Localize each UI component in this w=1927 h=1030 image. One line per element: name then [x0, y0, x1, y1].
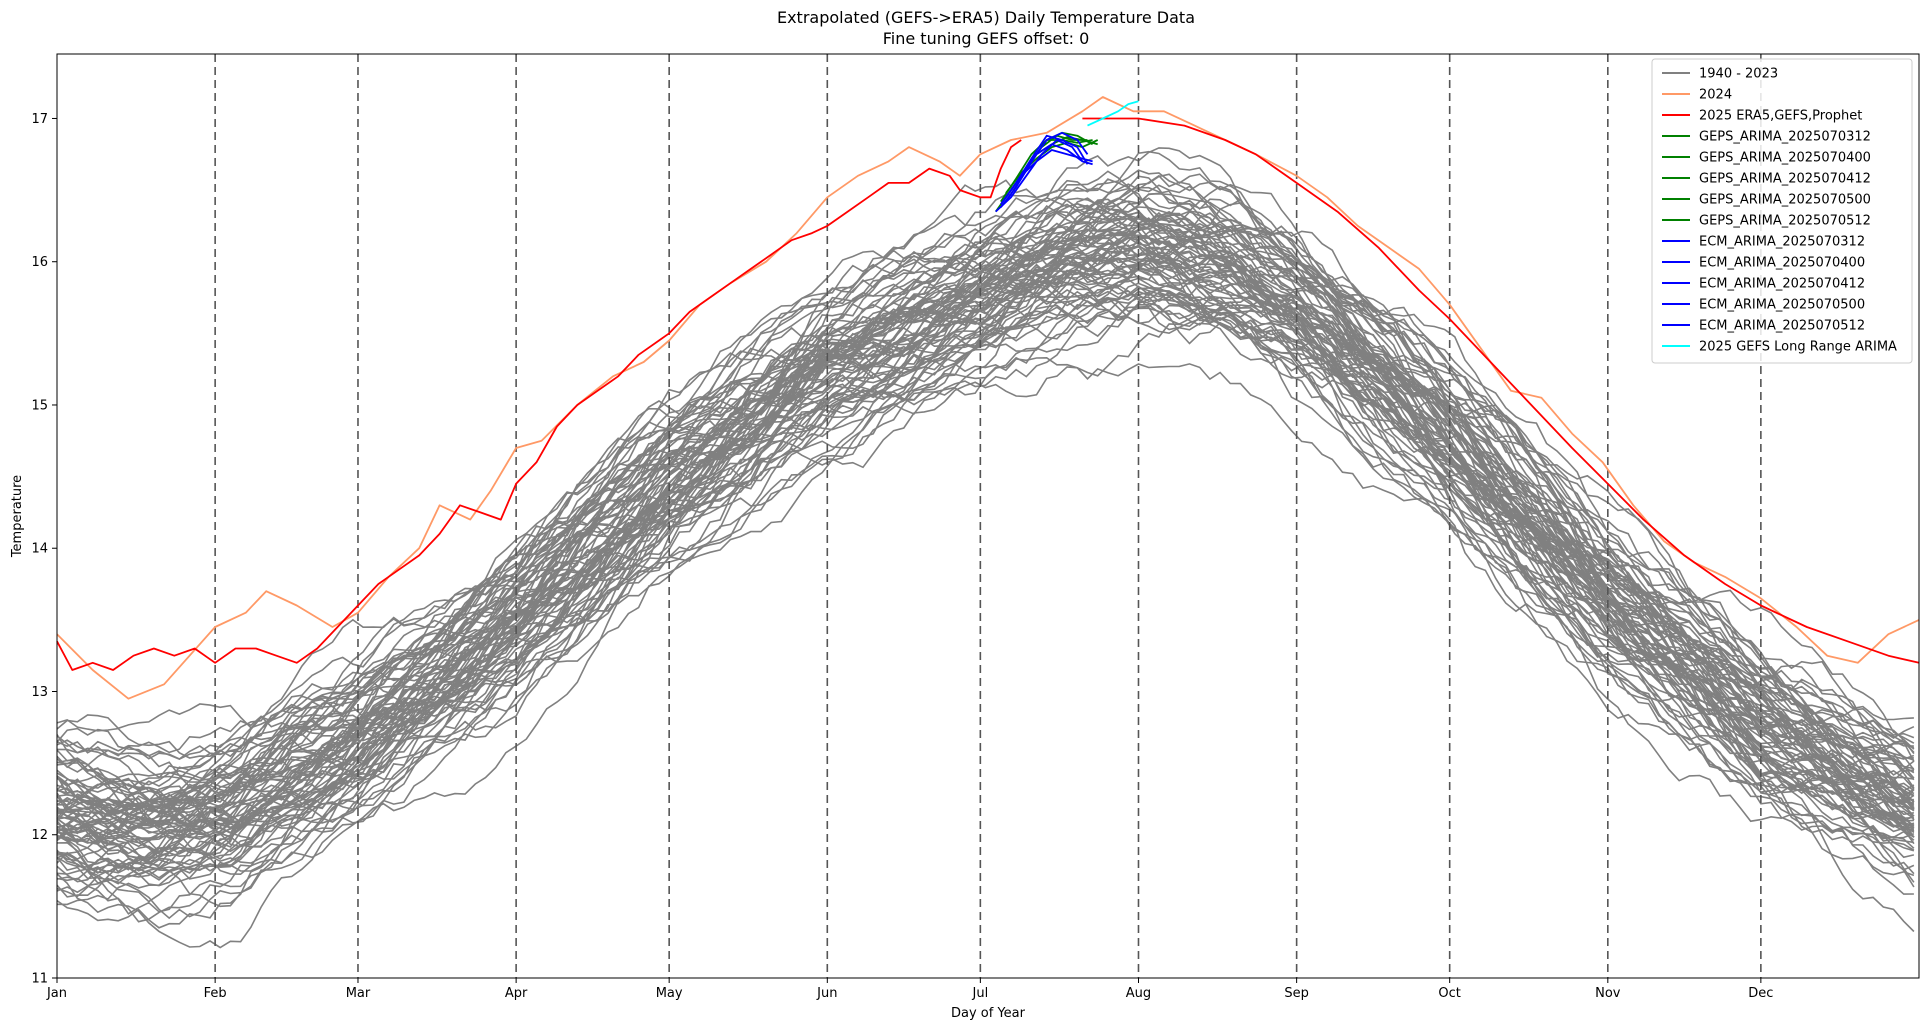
x-tick-label: Jul: [972, 986, 989, 1001]
ensemble-year-line: [56, 296, 1915, 882]
ensemble-year-line: [56, 147, 1914, 791]
legend-label: ECM_ARIMA_2025070500: [1699, 298, 1865, 313]
ensemble-year-line: [56, 175, 1915, 783]
y-tick-label: 11: [31, 972, 48, 987]
ensemble-year-line: [56, 285, 1915, 906]
y-tick-label: 17: [31, 112, 48, 127]
x-tick-label: Feb: [204, 986, 227, 1001]
y-tick-label: 14: [31, 542, 48, 557]
series-line-ecm-arima-2025070512: [1005, 149, 1093, 198]
legend-label: GEPS_ARIMA_2025070500: [1699, 193, 1871, 208]
ensemble-year-line: [56, 192, 1914, 772]
y-tick-label: 16: [31, 255, 48, 270]
chart-subtitle: Fine tuning GEFS offset: 0: [883, 29, 1090, 48]
highlight-lines: [56, 96, 1920, 700]
x-tick-label: Sep: [1284, 986, 1309, 1001]
x-tick-label: Oct: [1438, 986, 1460, 1001]
series-line-2025-gefs-long-range-arima: [1087, 100, 1139, 127]
ensemble-year-line: [56, 246, 1915, 823]
month-dividers: [214, 54, 1762, 978]
ensemble-year-line: [56, 208, 1915, 808]
legend-label: 2025 GEFS Long Range ARIMA: [1699, 340, 1897, 355]
x-tick-label: Mar: [346, 986, 371, 1001]
ensemble-year-line: [56, 214, 1915, 823]
series-line-2024: [56, 96, 1920, 700]
ensemble-year-line: [56, 201, 1915, 773]
ensemble-lines: [56, 147, 1915, 949]
series-line-ecm-arima-2025070312: [995, 139, 1084, 213]
legend-label: ECM_ARIMA_2025070412: [1699, 277, 1865, 292]
legend-label: GEPS_ARIMA_2025070512: [1699, 214, 1871, 229]
chart-title: Extrapolated (GEFS->ERA5) Daily Temperat…: [777, 8, 1195, 27]
ensemble-year-line: [56, 225, 1915, 875]
y-tick-label: 12: [31, 828, 48, 843]
legend-label: ECM_ARIMA_2025070312: [1699, 235, 1865, 250]
plot-frame: [56, 53, 1920, 979]
ensemble-year-line: [56, 225, 1915, 855]
legend-label: GEPS_ARIMA_2025070312: [1699, 130, 1871, 145]
ensemble-year-line: [56, 224, 1915, 843]
series-line-2025-era5-gefs-prophet-extension-: [1082, 117, 1920, 664]
legend-label: GEPS_ARIMA_2025070412: [1699, 172, 1871, 187]
ensemble-year-line: [56, 291, 1915, 929]
legend: 1940 - 2023 2024 2025 ERA5,GEFS,Prophet GEP…: [1651, 58, 1913, 364]
legend-label: GEPS_ARIMA_2025070400: [1699, 151, 1871, 166]
series-line-2025-era5-gefs-prophet: [56, 139, 1022, 671]
x-tick-label: May: [656, 986, 683, 1001]
ensemble-year-line: [56, 169, 1915, 760]
x-tick-label: Jan: [46, 986, 67, 1001]
ensemble-year-line: [56, 224, 1915, 824]
ensemble-year-line: [56, 254, 1914, 875]
y-axis-label: Temperature: [10, 475, 25, 558]
legend-label: 2024: [1699, 88, 1732, 103]
x-axis: Jan Feb Mar Apr May Jun Jul Aug Sep Oct Nov Dec: [46, 978, 1773, 1001]
x-tick-label: Aug: [1126, 986, 1151, 1001]
ensemble-year-line: [56, 150, 1915, 802]
ensemble-year-line: [56, 228, 1915, 838]
ensemble-year-line: [56, 272, 1915, 898]
ensemble-year-line: [56, 296, 1915, 915]
plot-area: [56, 53, 1920, 979]
legend-label: 2025 ERA5,GEFS,Prophet: [1699, 109, 1862, 124]
x-tick-label: Jun: [816, 986, 837, 1001]
series-line-ecm-arima-2025070500: [1005, 143, 1093, 203]
x-tick-label: Apr: [505, 986, 528, 1001]
y-tick-label: 15: [31, 398, 48, 413]
y-axis: 11 12 13 14 15 16 17: [31, 112, 57, 987]
legend-label: ECM_ARIMA_2025070512: [1699, 319, 1865, 334]
legend-label: ECM_ARIMA_2025070400: [1699, 256, 1865, 271]
y-tick-label: 13: [31, 685, 48, 700]
x-axis-label: Day of Year: [951, 1006, 1026, 1021]
legend-box: [1651, 58, 1913, 364]
legend-label: 1940 - 2023: [1699, 67, 1778, 82]
ensemble-year-line: [56, 210, 1915, 811]
ensemble-year-line: [56, 174, 1915, 785]
x-tick-label: Nov: [1595, 986, 1621, 1001]
x-tick-label: Dec: [1748, 986, 1773, 1001]
ensemble-year-line: [56, 236, 1915, 872]
ensemble-year-line: [56, 170, 1915, 815]
